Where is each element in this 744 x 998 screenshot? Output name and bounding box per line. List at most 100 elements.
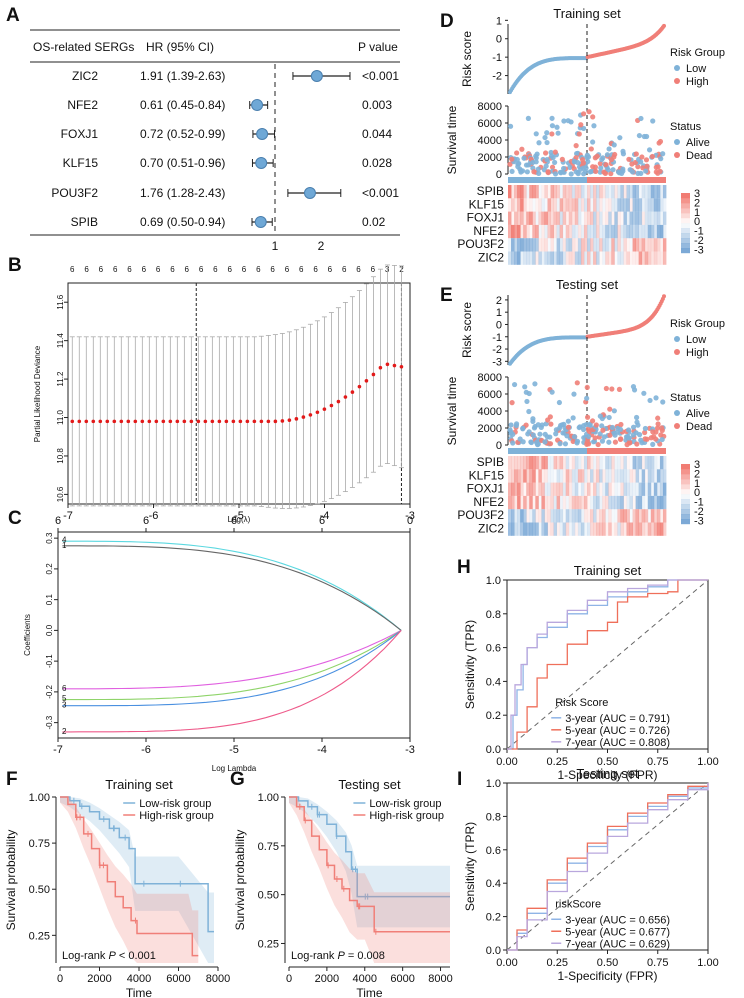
- survival-point: [561, 165, 567, 172]
- survival-point: [525, 115, 531, 121]
- heatmap-cell: [638, 482, 643, 496]
- heatmap-cell: [556, 482, 561, 496]
- heatmap-cell: [629, 251, 633, 265]
- survival-point: [549, 115, 555, 121]
- heatmap-cell: [647, 456, 652, 470]
- forest-gene-label: ZIC2: [72, 69, 98, 83]
- km-curve-low: [289, 796, 450, 898]
- deviance-point: [266, 419, 271, 424]
- deviance-point: [133, 419, 138, 424]
- top-count-label: 6: [185, 265, 190, 274]
- survival-point: [638, 437, 644, 443]
- heatmap-cell: [611, 456, 615, 470]
- heatmap-cell: [520, 238, 524, 252]
- heatmap-cell: [562, 185, 567, 199]
- deviance-point: [273, 419, 278, 424]
- heatmap-cell: [514, 522, 518, 536]
- heatmap-cell: [517, 482, 521, 496]
- heatmap-cell: [650, 495, 655, 510]
- heatmap-cell: [641, 224, 646, 239]
- heatmap-cell: [635, 469, 640, 483]
- heatmap-cell: [635, 185, 640, 199]
- heatmap-cell: [638, 509, 643, 523]
- heatmap-cell: [580, 198, 585, 212]
- heatmap-cell: [593, 211, 597, 225]
- survival-point: [518, 168, 524, 174]
- heatmap-cell: [547, 522, 551, 536]
- panel-letter-g: G: [230, 769, 245, 790]
- survival-point: [584, 384, 590, 391]
- heatmap-cell: [620, 185, 624, 199]
- deviance-point: [189, 419, 194, 424]
- heatmap-cell: [647, 522, 652, 536]
- x-axis-label: Log Lambda: [212, 764, 257, 773]
- heatmap-cell: [556, 198, 561, 212]
- heatmap-cell: [514, 456, 518, 470]
- heatmap-cell: [614, 495, 618, 510]
- heatmap-cell: [526, 198, 530, 212]
- survival-point: [584, 414, 591, 420]
- heatmap-cell: [611, 185, 615, 199]
- heatmap-cell: [565, 522, 570, 536]
- heatmap-cell: [529, 509, 533, 523]
- survival-point: [593, 168, 599, 174]
- x-tick-label: -6: [141, 744, 151, 756]
- heatmap-cell: [580, 224, 585, 239]
- heatmap-cell: [568, 211, 573, 225]
- survival-point: [634, 414, 640, 421]
- heatmap-cell: [565, 456, 570, 470]
- roc-x-tick-label: 0.25: [547, 957, 568, 969]
- heatmap-cell: [596, 469, 600, 483]
- heatmap-cell: [550, 198, 554, 212]
- heatmap-cell: [647, 198, 652, 212]
- y-tick-label: 0.2: [45, 563, 54, 575]
- survival-point: [523, 422, 529, 428]
- survival-point: [585, 433, 592, 440]
- deviance-point: [147, 419, 152, 424]
- heatmap-cell: [635, 509, 640, 523]
- survival-point: [590, 164, 596, 170]
- survival-point: [612, 432, 618, 438]
- heatmap-cell: [617, 509, 621, 523]
- survival-point: [526, 429, 532, 435]
- heatmap-cell: [535, 224, 539, 239]
- km-plot-testing: Testing set 0 2000 4000 6000 8000 1.00 0.75 0.50…: [233, 777, 453, 998]
- heatmap-cell: [517, 211, 521, 225]
- heatmap-cell: [590, 495, 594, 510]
- heatmap-cell: [583, 456, 588, 470]
- heatmap-cell: [514, 469, 518, 483]
- heatmap-cell: [623, 224, 627, 239]
- survival-point: [509, 156, 515, 162]
- deviance-point: [161, 419, 166, 424]
- roc-plot-testing: Testing set 0.00 0.25 0.50 0.75 1.00 0.0 0.2 0.4…: [463, 766, 719, 983]
- heatmap-cell: [632, 224, 637, 239]
- heatmap-cell: [638, 198, 643, 212]
- roc-title: Testing set: [576, 766, 639, 781]
- heatmap-cell: [547, 469, 551, 483]
- km-x-tick-label: 8000: [428, 973, 452, 985]
- risk-point: [662, 294, 666, 299]
- heatmap-cell: [590, 238, 594, 252]
- heatmap-cell: [602, 456, 606, 470]
- survival-point: [603, 385, 609, 392]
- top-tick-label: 6: [231, 515, 237, 527]
- logrank-prefix: Log-rank: [291, 950, 337, 962]
- y-tick-label: 11.4: [56, 333, 65, 349]
- deviance-point: [112, 419, 117, 424]
- heatmap-cell: [662, 198, 667, 212]
- survival-point: [634, 419, 640, 425]
- survival-point: [577, 424, 583, 430]
- heatmap-cell: [629, 211, 633, 225]
- km-x-tick-label: 8000: [206, 973, 230, 985]
- heatmap-cell: [574, 185, 579, 199]
- color-scale-step: [681, 499, 690, 505]
- survival-point: [507, 161, 513, 167]
- survival-point: [651, 433, 657, 440]
- heatmap-cell: [544, 211, 548, 225]
- roc-y-tick-label: 0.4: [486, 878, 501, 890]
- heatmap-cell: [650, 522, 655, 536]
- heatmap-cell: [641, 251, 646, 265]
- heatmap-cell: [653, 495, 658, 510]
- heatmap-cell: [556, 509, 561, 523]
- heatmap-cell: [635, 224, 640, 239]
